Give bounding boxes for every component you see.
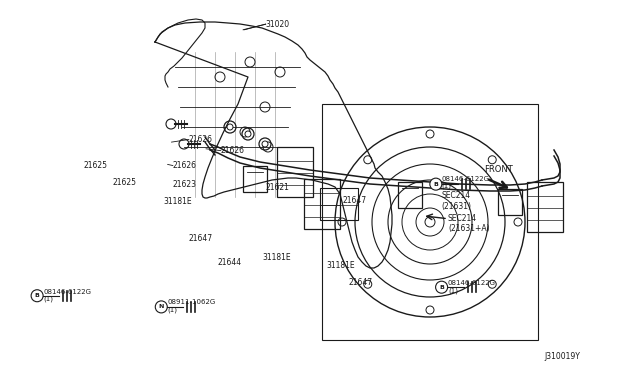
Text: 21647: 21647: [189, 234, 213, 243]
Circle shape: [262, 141, 268, 147]
Text: 21625: 21625: [83, 161, 108, 170]
Text: SEC214
(21631+A): SEC214 (21631+A): [448, 214, 490, 233]
Text: 31020: 31020: [266, 20, 290, 29]
Bar: [243, 166, 267, 192]
Text: 08146-6122G
(1): 08146-6122G (1): [44, 289, 92, 302]
Text: B: B: [439, 285, 444, 290]
Text: SEC214
(21631): SEC214 (21631): [442, 191, 472, 211]
Text: J310019Y: J310019Y: [544, 352, 580, 361]
Text: FRONT: FRONT: [484, 165, 513, 174]
Circle shape: [31, 290, 43, 302]
Text: 21647: 21647: [342, 196, 367, 205]
Text: 31181E: 31181E: [163, 197, 192, 206]
Text: 08911-1062G
(1): 08911-1062G (1): [168, 299, 216, 312]
Circle shape: [430, 178, 442, 190]
Text: N: N: [159, 304, 164, 310]
Text: 21623: 21623: [173, 180, 197, 189]
Text: 08146-6122G
(1): 08146-6122G (1): [448, 280, 496, 294]
Bar: [320, 188, 358, 220]
Text: 08146-6122G
(1): 08146-6122G (1): [442, 176, 490, 189]
Text: 21626: 21626: [173, 161, 197, 170]
Circle shape: [227, 124, 233, 130]
Text: 31181E: 31181E: [262, 253, 291, 262]
Bar: [398, 182, 422, 208]
Text: 21647: 21647: [349, 278, 373, 287]
Text: 21626: 21626: [221, 146, 244, 155]
Text: 21625: 21625: [112, 178, 136, 187]
Text: 21644: 21644: [218, 258, 242, 267]
Text: B: B: [433, 182, 438, 187]
Text: 31181E: 31181E: [326, 262, 355, 270]
Polygon shape: [155, 22, 392, 268]
Text: 21626: 21626: [189, 135, 212, 144]
Bar: [498, 189, 522, 215]
Text: B: B: [35, 293, 40, 298]
Text: 21621: 21621: [266, 183, 289, 192]
Circle shape: [156, 301, 167, 313]
Bar: [322, 104, 538, 340]
Circle shape: [245, 131, 251, 137]
Circle shape: [436, 281, 447, 293]
